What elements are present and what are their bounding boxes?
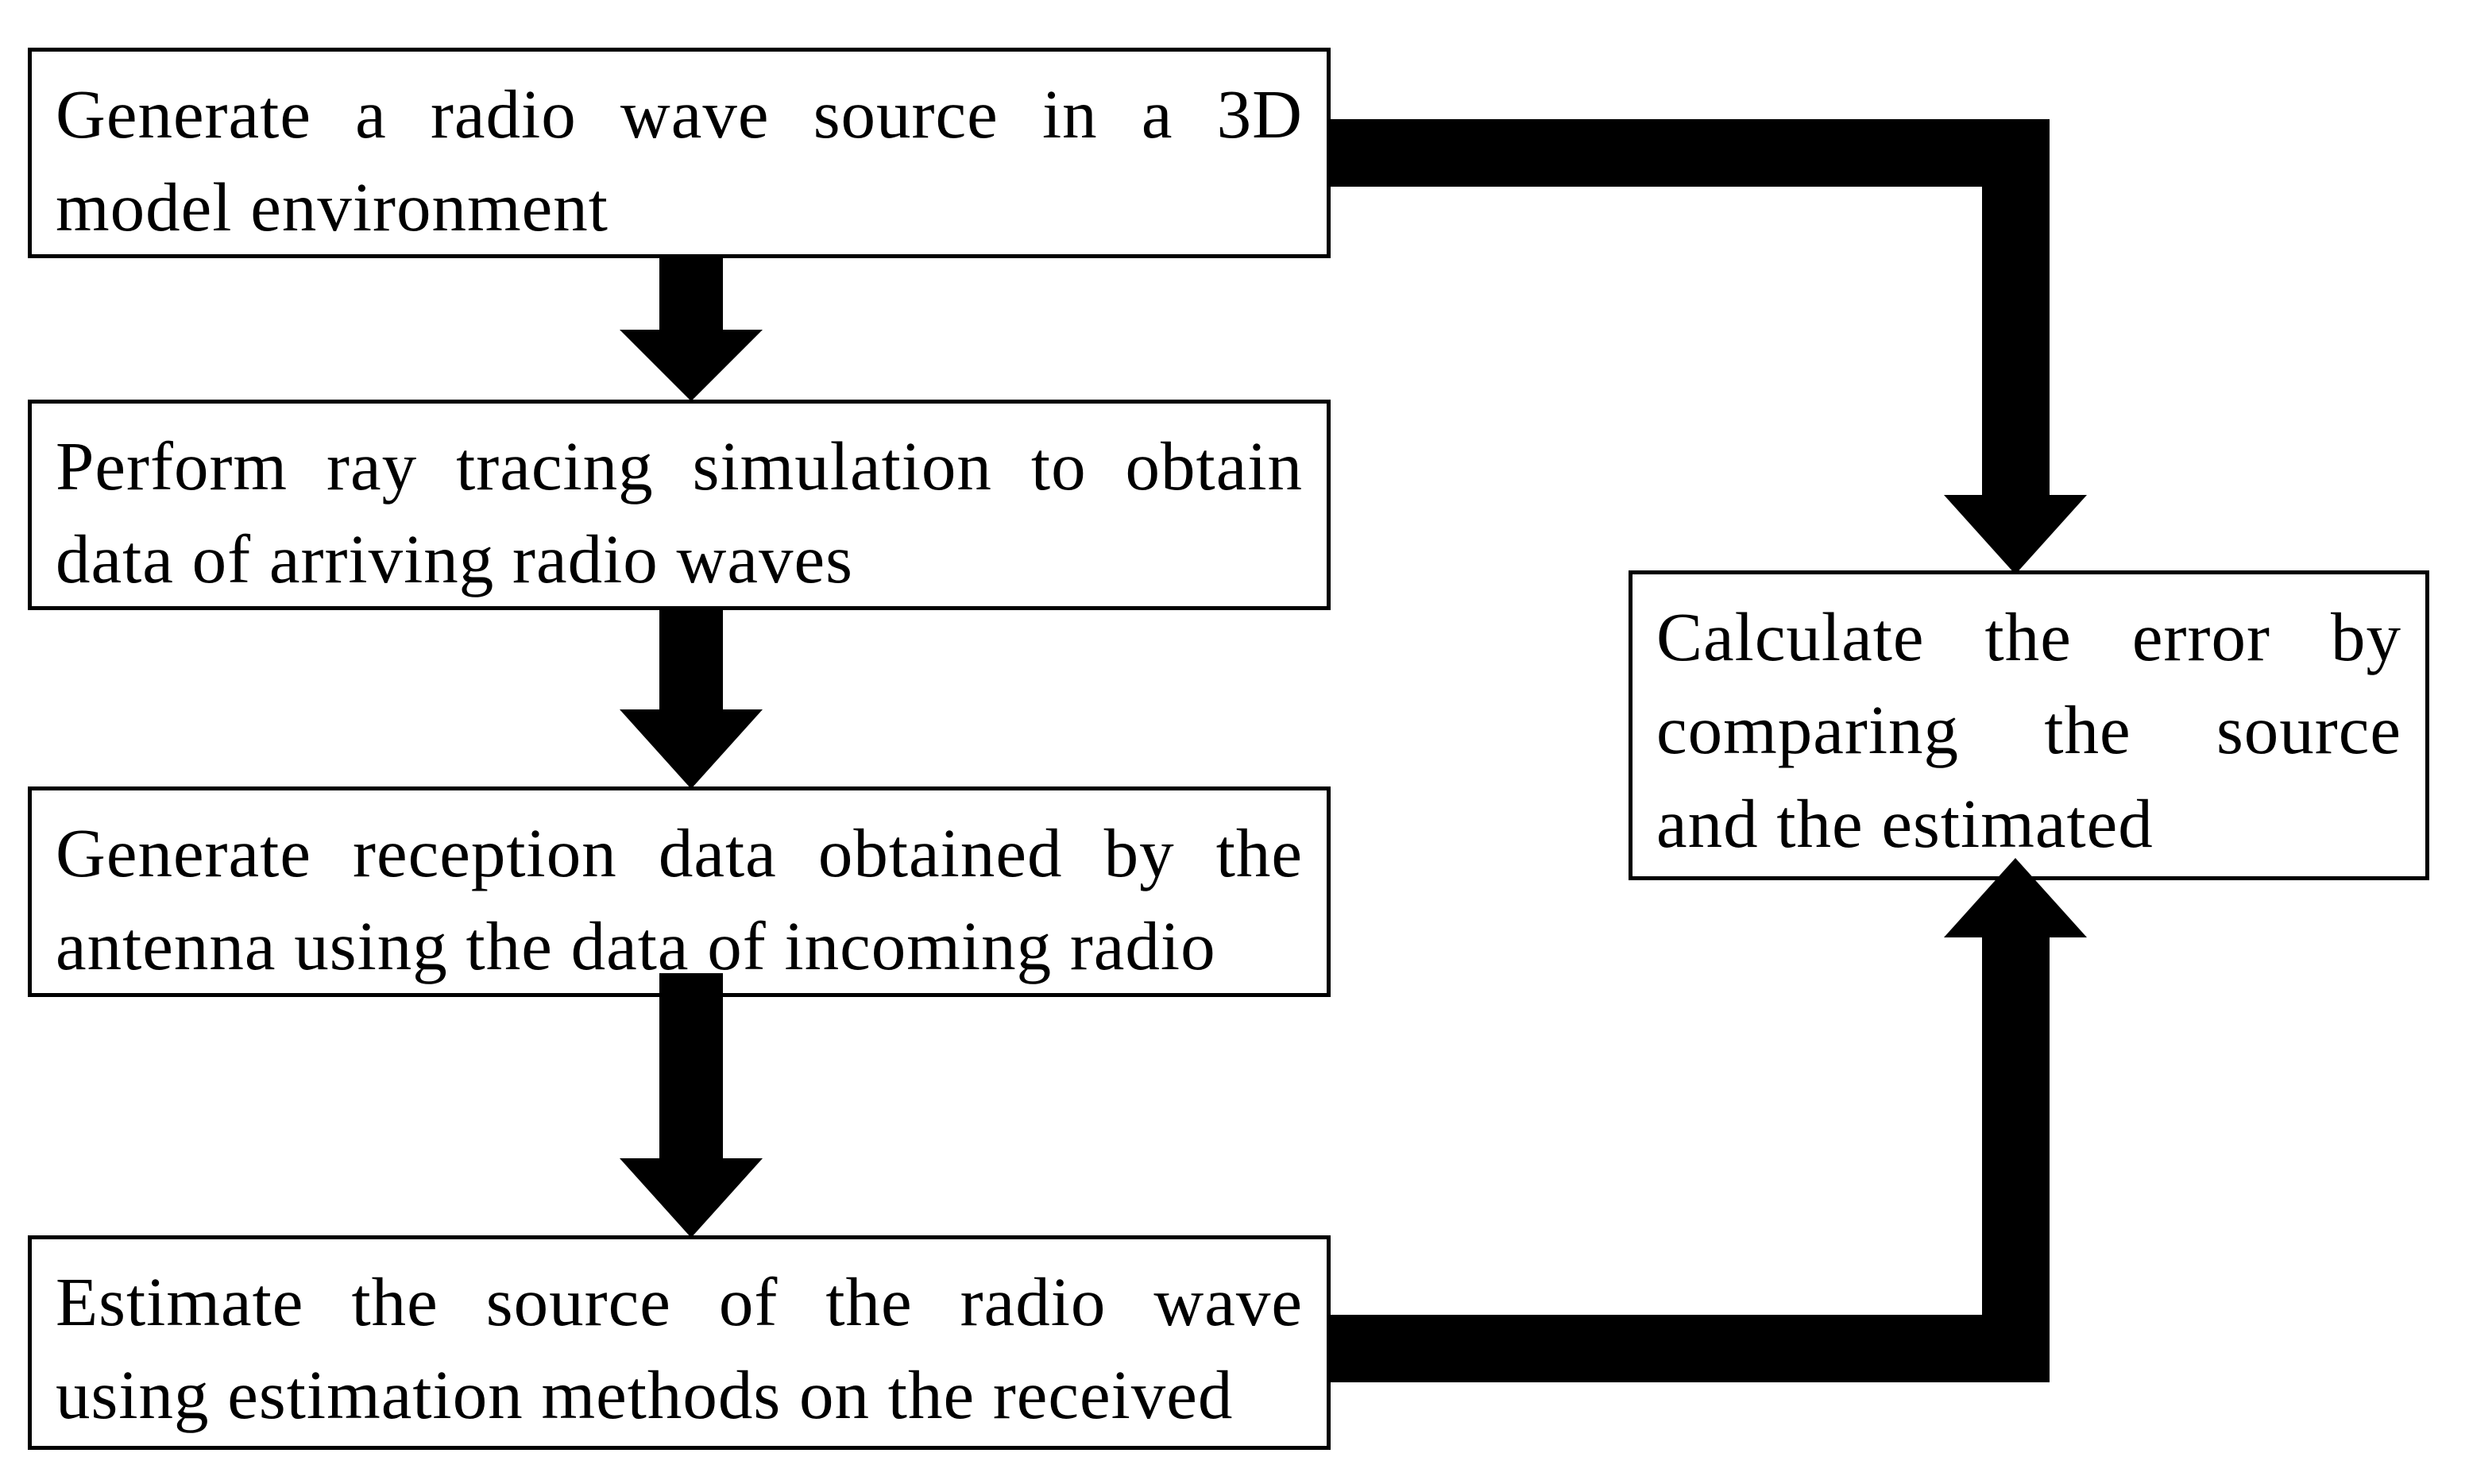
box-1-text: Generate a radio wave source in a 3D mod… [56, 68, 1303, 254]
arrow-down-3 [620, 973, 763, 1238]
arrow-down-2 [620, 608, 763, 789]
arrow-down-1 [620, 256, 763, 401]
flowchart-box-2: Perform ray tracing simulation to obtain… [28, 400, 1331, 610]
flowchart-box-1: Generate a radio wave source in a 3D mod… [28, 48, 1331, 258]
flowchart-box-3: Generate reception data obtained by the … [28, 786, 1331, 997]
box-2-text: Perform ray tracing simulation to obtain… [56, 419, 1303, 606]
flowchart-container: Generate a radio wave source in a 3D mod… [0, 0, 2469, 1484]
flowchart-box-5: Calculate the error by comparing the sou… [1629, 570, 2429, 880]
l-arrow-top [1328, 95, 2099, 578]
l-arrow-bottom [1328, 858, 2099, 1386]
box-3-text: Generate reception data obtained by the … [56, 806, 1303, 993]
box-4-text: Estimate the source of the radio wave us… [56, 1255, 1303, 1442]
box-5-text: Calculate the error by comparing the sou… [1656, 590, 2401, 870]
flowchart-box-4: Estimate the source of the radio wave us… [28, 1235, 1331, 1450]
